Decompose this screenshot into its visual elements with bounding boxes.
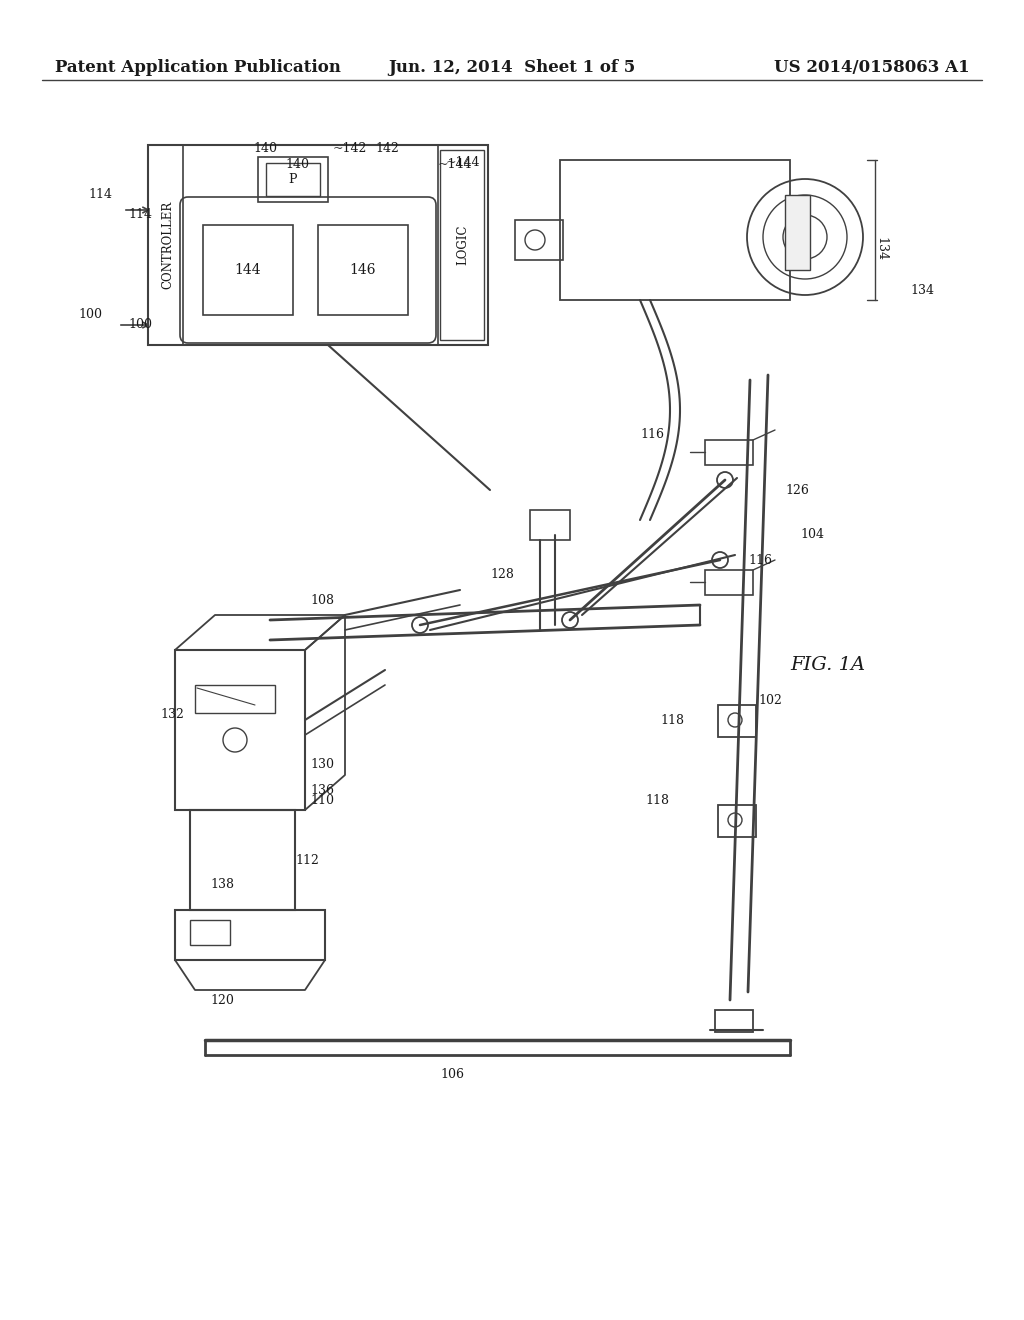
Bar xyxy=(530,510,570,540)
Bar xyxy=(175,909,325,960)
Text: 144: 144 xyxy=(234,263,261,277)
Text: 120: 120 xyxy=(210,994,233,1006)
Bar xyxy=(318,224,408,315)
Bar xyxy=(258,157,328,202)
Text: US 2014/0158063 A1: US 2014/0158063 A1 xyxy=(774,59,970,77)
Text: 114: 114 xyxy=(128,209,152,222)
Bar xyxy=(705,570,753,595)
Text: 140: 140 xyxy=(285,158,309,172)
Bar xyxy=(718,705,756,737)
Text: 130: 130 xyxy=(310,759,334,771)
Text: ~142: ~142 xyxy=(333,143,368,156)
Text: 140: 140 xyxy=(253,143,278,156)
Text: 142: 142 xyxy=(375,141,399,154)
Text: 100: 100 xyxy=(78,309,102,322)
Text: 134: 134 xyxy=(910,284,934,297)
Text: ~144: ~144 xyxy=(446,157,480,169)
Bar xyxy=(515,220,563,260)
Text: 138: 138 xyxy=(210,879,234,891)
Text: Patent Application Publication: Patent Application Publication xyxy=(55,59,341,77)
Text: CONTROLLER: CONTROLLER xyxy=(162,201,174,289)
Bar xyxy=(440,150,484,341)
Text: 112: 112 xyxy=(295,854,318,866)
Bar xyxy=(266,162,319,195)
Text: Jun. 12, 2014  Sheet 1 of 5: Jun. 12, 2014 Sheet 1 of 5 xyxy=(388,59,636,77)
Text: 136: 136 xyxy=(310,784,334,796)
Text: 116: 116 xyxy=(640,429,664,441)
Text: 128: 128 xyxy=(490,569,514,582)
Text: 100: 100 xyxy=(128,318,152,331)
Text: 116: 116 xyxy=(748,553,772,566)
Text: P: P xyxy=(289,173,297,186)
Bar xyxy=(190,920,230,945)
Text: 126: 126 xyxy=(785,483,809,496)
Bar xyxy=(705,440,753,465)
Bar xyxy=(148,145,488,345)
Text: LOGIC: LOGIC xyxy=(457,224,469,265)
Bar xyxy=(718,805,756,837)
Text: 118: 118 xyxy=(660,714,684,726)
Text: FIG. 1A: FIG. 1A xyxy=(790,656,865,675)
Text: 108: 108 xyxy=(310,594,334,606)
Bar xyxy=(715,1010,753,1032)
Text: 110: 110 xyxy=(310,793,334,807)
Text: ~144: ~144 xyxy=(438,158,472,172)
Text: 114: 114 xyxy=(88,189,112,202)
Bar xyxy=(785,195,810,271)
Text: 102: 102 xyxy=(758,693,782,706)
Text: 134: 134 xyxy=(874,238,888,261)
Bar xyxy=(175,649,305,810)
Bar xyxy=(560,160,790,300)
Text: 132: 132 xyxy=(160,709,184,722)
Bar xyxy=(195,685,275,713)
Bar xyxy=(190,810,295,909)
Text: 118: 118 xyxy=(645,793,669,807)
Text: 104: 104 xyxy=(800,528,824,541)
Text: 106: 106 xyxy=(440,1068,464,1081)
Text: 146: 146 xyxy=(350,263,376,277)
Bar xyxy=(203,224,293,315)
